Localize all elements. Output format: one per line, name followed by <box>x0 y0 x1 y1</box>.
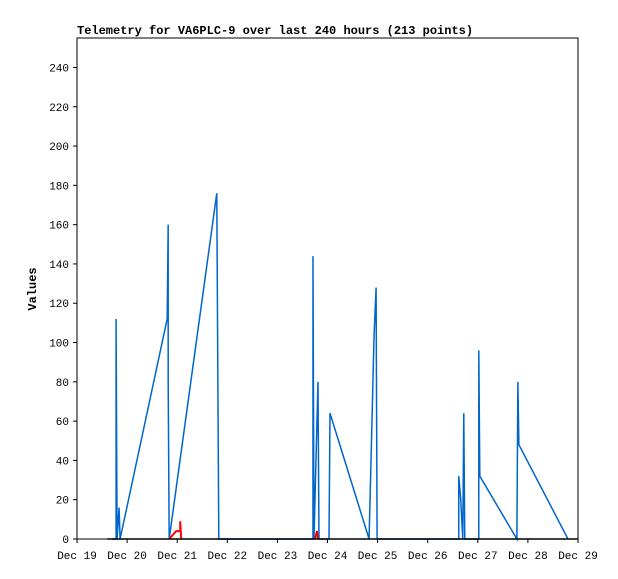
y-tick-label: 180 <box>49 181 69 193</box>
x-tick-label: Dec 22 <box>207 551 247 563</box>
x-tick-label: Dec 25 <box>358 551 398 563</box>
x-tick-label: Dec 21 <box>157 551 197 563</box>
y-tick-label: 240 <box>49 63 69 75</box>
y-tick-label: 20 <box>56 496 69 508</box>
y-tick-label: 60 <box>56 417 69 429</box>
y-tick-label: 80 <box>56 378 69 390</box>
x-tick-label: Dec 28 <box>508 551 548 563</box>
x-tick-label: Dec 23 <box>258 551 298 563</box>
y-tick-label: 100 <box>49 339 69 351</box>
series-line <box>168 521 319 540</box>
y-tick-label: 40 <box>56 456 69 468</box>
y-axis-label: Values <box>26 267 40 310</box>
x-tick-label: Dec 27 <box>458 551 498 563</box>
y-tick-label: 140 <box>49 260 69 272</box>
x-tick-label: Dec 19 <box>57 551 97 563</box>
x-tick-label: Dec 29 <box>558 551 598 563</box>
y-tick-label: 160 <box>49 221 69 233</box>
x-tick-label: Dec 26 <box>408 551 448 563</box>
x-tick-label: Dec 20 <box>107 551 147 563</box>
y-tick-label: 200 <box>49 142 69 154</box>
y-tick-label: 0 <box>62 535 69 547</box>
x-tick-label: Dec 24 <box>308 551 348 563</box>
y-tick-label: 220 <box>49 103 69 115</box>
chart-title: Telemetry for VA6PLC-9 over last 240 hou… <box>77 24 473 38</box>
y-tick-label: 120 <box>49 299 69 311</box>
